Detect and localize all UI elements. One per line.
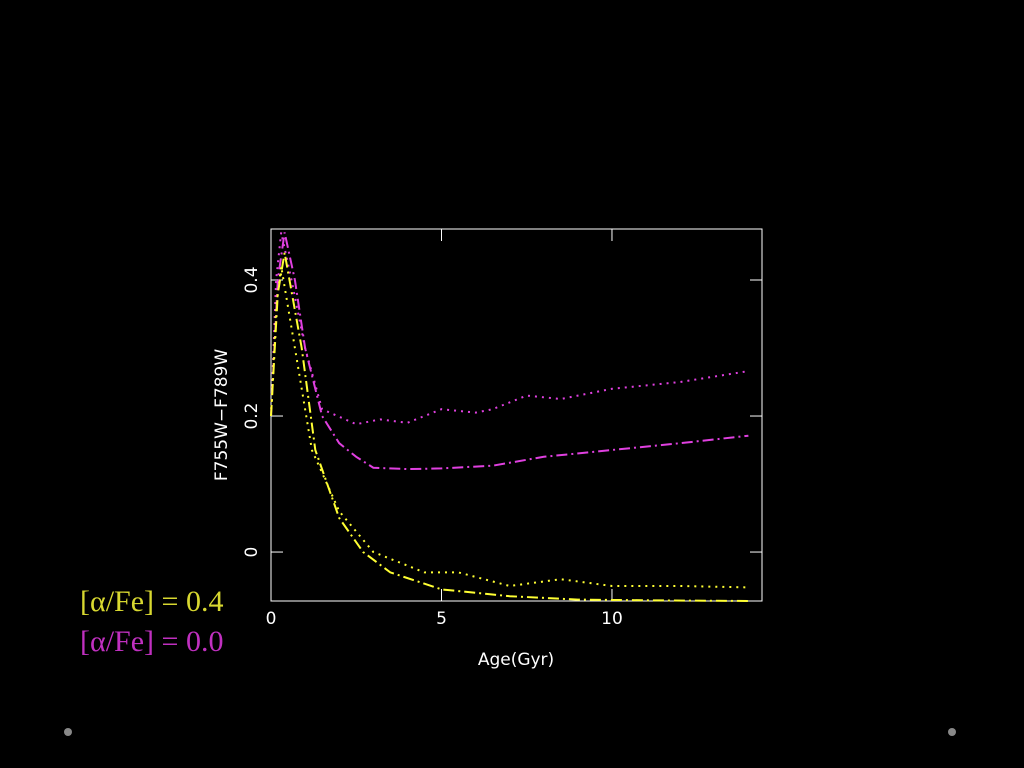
legend-entry: [α/Fe] = 0.0 [80, 625, 223, 658]
series-line [270, 232, 749, 426]
series-line [270, 266, 749, 589]
x-tick-label: 10 [601, 609, 623, 629]
x-tick-label: 0 [266, 609, 277, 629]
nav-dot [64, 728, 72, 736]
x-axis-label: Age(Gyr) [478, 650, 554, 670]
series-line [270, 232, 749, 471]
nav-dot [948, 728, 956, 736]
series-line [270, 252, 749, 602]
x-tick-label: 5 [436, 609, 447, 629]
y-tick-label: 0 [242, 547, 262, 558]
legend-entry: [α/Fe] = 0.4 [80, 585, 223, 618]
y-axis-label: F755W−F789W [212, 349, 232, 482]
y-tick-label: 0.4 [242, 266, 262, 293]
y-tick-label: 0.2 [242, 402, 262, 429]
